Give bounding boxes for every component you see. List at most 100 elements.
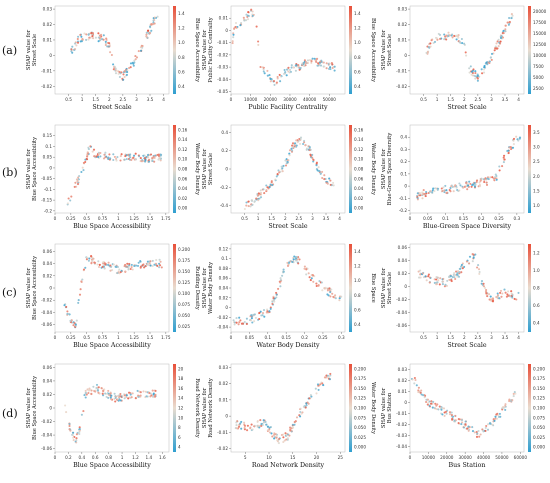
x-axis-label: Water Body Density <box>256 342 320 349</box>
x-tick-label: 1.5 <box>92 97 99 102</box>
data-point <box>284 159 287 162</box>
data-point <box>113 392 116 395</box>
data-point <box>426 50 429 54</box>
y-tick-label: 0.02 <box>219 295 229 300</box>
data-point <box>107 158 110 161</box>
data-point <box>510 13 513 16</box>
data-point <box>424 275 427 278</box>
colorbar-tick-label: 8 <box>178 425 181 430</box>
colorbar-tick-label: 0.8 <box>533 286 540 291</box>
data-point <box>247 200 250 203</box>
data-point <box>87 389 90 392</box>
data-point <box>123 70 126 73</box>
data-point <box>334 294 337 297</box>
data-point <box>299 407 302 410</box>
data-point <box>234 21 238 25</box>
data-point <box>243 207 246 211</box>
data-point <box>90 254 93 258</box>
data-point <box>422 276 426 279</box>
x-tick-label: 5 <box>244 455 247 460</box>
data-point <box>259 191 263 194</box>
x-axis-label: Street Scale <box>268 223 307 230</box>
data-point <box>469 182 472 185</box>
data-point <box>464 51 467 54</box>
colorbar-tick-label: 0.4 <box>533 321 540 326</box>
data-point <box>285 162 288 165</box>
colorbar-tick-label: 1.2 <box>354 26 361 31</box>
colorbar-tick-label: 0.050 <box>178 313 190 318</box>
data-point <box>318 280 321 283</box>
row-label-d: (d) <box>2 407 18 420</box>
data-point <box>257 192 260 195</box>
colorbar-tick-label: 1.0 <box>354 278 361 283</box>
data-point <box>152 155 155 158</box>
data-point <box>468 180 471 183</box>
data-point <box>417 386 420 389</box>
panel-6: 0 0.05 0.1 0.15 0.2 0.25 0.3 -0.2 -0.1 0 0.1 0.2 0.3… <box>381 124 540 230</box>
colorbar-tick-label: 12500 <box>533 42 547 47</box>
data-point <box>416 192 419 195</box>
data-point <box>149 264 152 267</box>
data-point <box>268 431 271 434</box>
data-point <box>71 45 74 48</box>
y-tick-label: 0.4 <box>400 135 407 140</box>
data-point <box>291 149 294 152</box>
data-point <box>71 51 74 54</box>
data-point <box>315 164 318 167</box>
data-point <box>313 57 316 60</box>
data-point <box>278 280 281 283</box>
data-point <box>243 421 246 424</box>
data-point <box>504 403 507 406</box>
y-axis-label: SHAP value forStreet Scale <box>381 29 393 70</box>
data-point <box>467 425 470 428</box>
panel-10: 0 0.2 0.4 0.6 0.8 1 1.2 1.4 1.6 -0.06 -0.04 -0.02 0 0… <box>26 363 200 469</box>
data-point <box>238 316 241 319</box>
data-point <box>301 62 304 65</box>
y-axis-label: SHAP value forStreet Scale <box>202 148 214 189</box>
data-point <box>484 429 487 432</box>
data-point <box>426 403 429 406</box>
colorbar-tick-label: 0.6 <box>354 70 361 75</box>
data-point <box>76 183 80 186</box>
data-point <box>72 431 75 434</box>
y-axis-label-line: SHAP value for <box>381 29 387 70</box>
colorbar-tick-label: 14 <box>178 396 184 401</box>
colorbar-tick-label: 20 <box>178 366 184 371</box>
data-point <box>321 289 324 292</box>
data-point <box>467 184 470 187</box>
x-axis-label: Blue Space Accessibility <box>73 462 151 469</box>
x-tick-label: 40000 <box>303 97 317 102</box>
data-point <box>123 397 126 400</box>
data-point <box>294 64 297 67</box>
data-point <box>106 392 109 395</box>
data-point <box>145 31 148 34</box>
data-point <box>262 421 265 424</box>
y-axis-label-line: Blue-Green Space Diversity <box>387 133 393 206</box>
x-tick-label: 1.2 <box>132 455 139 460</box>
data-point <box>315 161 318 164</box>
data-point <box>265 189 268 192</box>
data-point <box>139 266 142 269</box>
data-point <box>436 37 439 40</box>
x-tick-label: 0.5 <box>83 335 90 340</box>
y-axis-label-line: Public Facility Centrality <box>208 17 214 82</box>
data-point <box>321 176 324 180</box>
y-tick-label: -0.02 <box>41 298 52 303</box>
data-point <box>448 34 451 37</box>
data-point <box>143 266 146 269</box>
data-point <box>317 283 320 287</box>
data-point <box>70 50 73 53</box>
data-point <box>457 189 460 193</box>
data-point <box>123 158 126 161</box>
data-point <box>485 288 488 292</box>
data-point <box>504 291 507 294</box>
data-point <box>261 66 264 69</box>
data-point <box>240 21 243 25</box>
data-point <box>486 428 490 431</box>
data-point <box>428 191 431 194</box>
data-point <box>148 260 151 263</box>
data-point <box>424 195 427 198</box>
data-point <box>282 440 285 444</box>
data-point <box>99 151 102 155</box>
data-point <box>329 66 332 69</box>
